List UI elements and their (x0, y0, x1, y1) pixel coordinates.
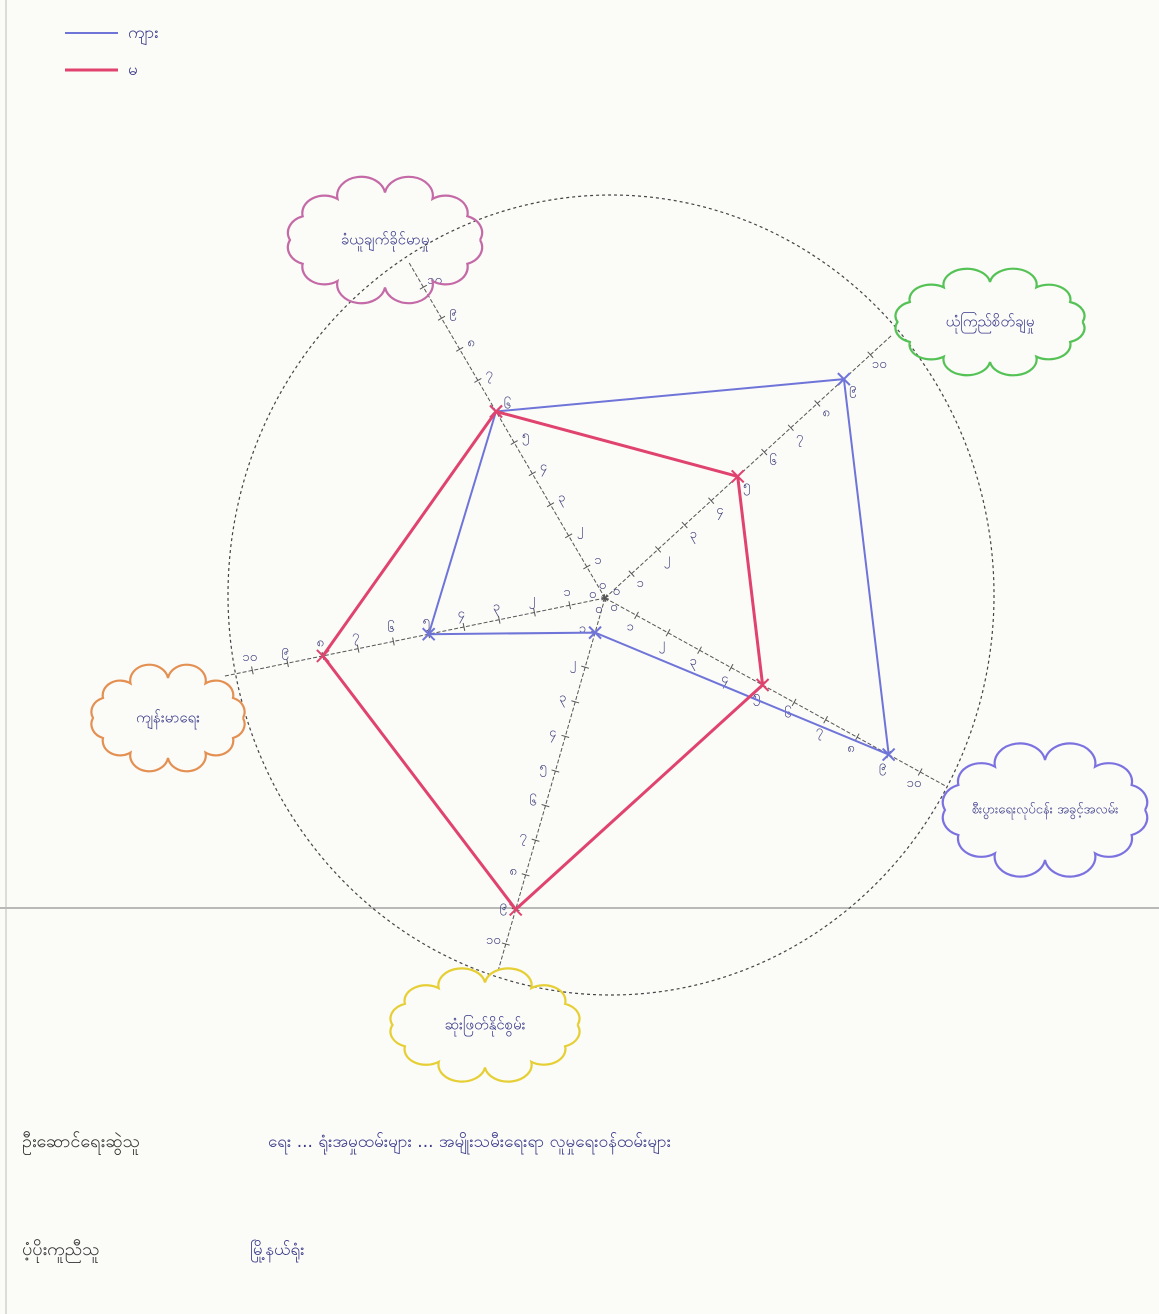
tick-label: ၁၀ (427, 273, 442, 288)
axis-line (223, 598, 605, 676)
tick-label: ၁ (579, 622, 586, 637)
tick-label: ၄ (549, 725, 557, 742)
tick-mark (420, 285, 427, 289)
tick-label: ၆ (529, 794, 536, 810)
tick-mark (855, 734, 859, 741)
legend-label: မ (128, 60, 138, 80)
axis-line (605, 598, 946, 786)
tick-mark (635, 612, 639, 619)
vertex-marker (510, 903, 522, 915)
tick-mark (729, 664, 733, 671)
tick-label: ၉ (500, 898, 507, 915)
tick-label: ၇ (352, 628, 359, 645)
tick-label: ၃ (690, 527, 697, 544)
tick-label: ၅ (522, 429, 529, 446)
tick-label: ၀ (613, 584, 620, 599)
tick-label: ၇ (519, 829, 526, 846)
tick-label: ၉ (879, 758, 886, 775)
tick-label: ၈ (822, 406, 829, 421)
tick-mark (456, 347, 463, 351)
tick-label: ၈ (847, 741, 854, 756)
tick-label: ၂ (664, 551, 670, 568)
outer-circle (228, 195, 994, 995)
footer-value: ရေး ... ရုံးအမှုထမ်းများ ... အမျိုးသမီးရ… (268, 1132, 671, 1155)
tick-label: ၉ (449, 304, 456, 321)
tick-label: ၂ (529, 592, 535, 609)
tick-label: ၈ (317, 636, 324, 651)
tick-label: ၉ (281, 643, 288, 660)
tick-mark (474, 378, 481, 382)
tick-label: ၅ (743, 478, 750, 495)
tick-label: ၄ (540, 460, 548, 477)
tick-label: ၁၀ (242, 650, 257, 665)
tick-label: ၁ (637, 576, 644, 591)
tick-label: ၄ (458, 607, 466, 624)
tick-label: ၇ (796, 430, 803, 447)
tick-mark (583, 565, 590, 569)
tick-label: ၂ (569, 656, 575, 673)
tick-label: ၇ (485, 366, 492, 383)
tick-label: ၂ (659, 637, 665, 654)
footer: ဦးဆောင်ရေးဆွဲသူ ရေး ... ရုံးအမှုထမ်းများ… (22, 1131, 671, 1263)
axis-line (498, 598, 605, 973)
tick-label: ၁၀ (907, 776, 922, 791)
tick-label: ၅ (539, 760, 546, 777)
tick-mark (824, 716, 828, 723)
legend-label: ကျား (128, 23, 159, 46)
tick-mark (438, 316, 445, 320)
tick-label: ၄ (716, 503, 724, 520)
tick-label: ၃ (493, 599, 500, 616)
tick-label: ၃ (690, 654, 697, 671)
tick-label: ၆ (769, 453, 776, 469)
tick-label: ၀ (589, 587, 596, 602)
tick-label: ၃ (559, 691, 566, 708)
series-polygon (429, 379, 889, 754)
tick-mark (698, 647, 702, 654)
tick-mark (529, 472, 536, 476)
tick-label: ၁၀ (486, 933, 501, 948)
axis-label: စီးပွားရေးလုပ်ငန်း အခွင့်အလမ်း (972, 802, 1119, 820)
footer-value: မြို့နယ်ရုံး (250, 1238, 305, 1263)
axis-label: ယုံကြည်စိတ်ချမှု (946, 312, 1035, 334)
tick-mark (666, 629, 670, 636)
tick-mark (918, 768, 922, 775)
axis-label: ကျန်းမာရေး (136, 709, 200, 730)
vertex-marker (317, 650, 329, 662)
tick-label: ၃ (558, 491, 565, 508)
tick-label: ၂ (577, 522, 583, 539)
tick-label: ၈ (467, 335, 474, 350)
tick-label: ၀ (599, 578, 606, 593)
axis-label: ခံယူချက်ခိုင်မာမှု (341, 231, 430, 252)
axis-line (408, 261, 605, 598)
tick-label: ၁ (627, 619, 634, 634)
tick-mark (792, 699, 796, 706)
chart: ဦးဆောင်ရေးဆွဲသူ ရေး ... ရုံးအမှုထမ်းများ… (0, 0, 1159, 1314)
axis-label: ဆုံးဖြတ်နိုင်စွမ်း (445, 1015, 526, 1037)
tick-label: ၆ (387, 620, 394, 636)
tick-mark (565, 534, 572, 538)
tick-mark (511, 441, 518, 445)
tick-label: ၁၀ (872, 357, 887, 372)
tick-label: ၉ (849, 381, 856, 398)
tick-label: ၈ (509, 864, 516, 879)
tick-label: ၁ (594, 553, 601, 568)
tick-label: ၀ (595, 602, 602, 617)
footer-label: ဦးဆောင်ရေးဆွဲသူ (22, 1131, 140, 1155)
page: {"chart_data": {"type": "radar", "axes":… (0, 0, 1159, 1314)
tick-label: ၁ (563, 585, 570, 600)
tick-mark (547, 503, 554, 507)
footer-label: ပံ့ပိုးကူညီသူ (22, 1239, 100, 1263)
